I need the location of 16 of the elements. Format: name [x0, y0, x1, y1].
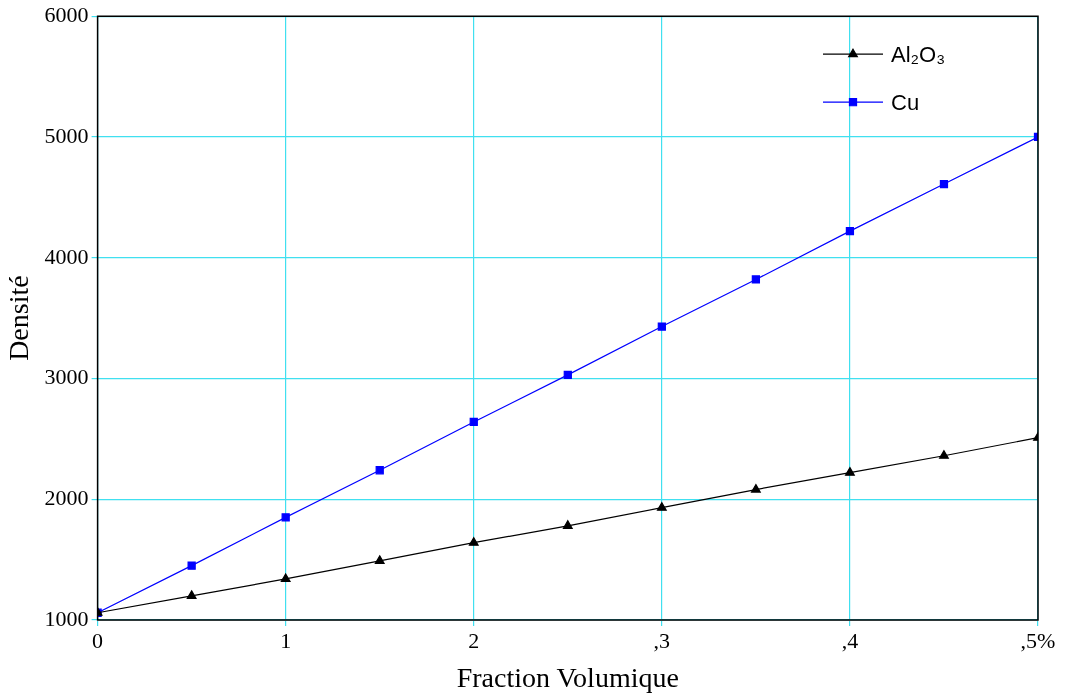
y-tick-label: 5000	[44, 122, 89, 148]
x-tick-label: ,4	[841, 627, 859, 653]
x-tick-label: 1	[280, 627, 292, 653]
x-tick-label: 2	[468, 627, 480, 653]
legend-label: Al₂O₃	[891, 42, 946, 68]
x-tick-label: ,5%	[1020, 627, 1056, 653]
y-tick-label: 1000	[44, 605, 89, 631]
y-tick-label: 2000	[44, 485, 89, 511]
y-axis-title: Densité	[3, 275, 35, 361]
y-tick-label: 4000	[44, 243, 89, 269]
x-tick-label: 0	[92, 627, 104, 653]
x-tick-label: ,3	[653, 627, 671, 653]
y-tick-label: 3000	[44, 364, 89, 390]
legend-label: Cu	[891, 90, 920, 116]
x-axis-title: Fraction Volumique	[456, 661, 679, 693]
y-tick-label: 6000	[44, 1, 89, 27]
